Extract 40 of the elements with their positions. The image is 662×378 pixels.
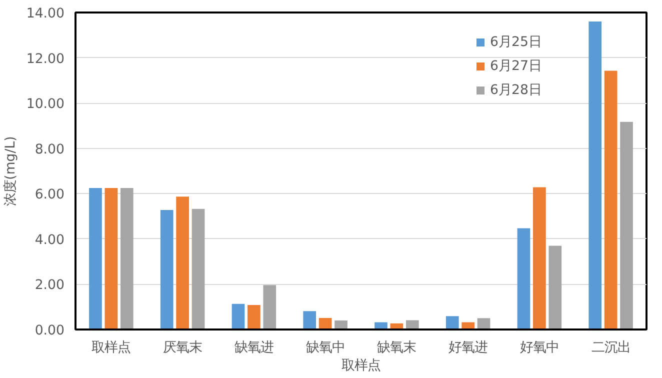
x-tick-label: 缺氧末 bbox=[377, 340, 416, 356]
y-tick-label: 14.00 bbox=[26, 6, 64, 22]
bar bbox=[604, 70, 618, 330]
bar bbox=[263, 285, 276, 330]
y-axis-title: 浓度(mg/L) bbox=[2, 136, 18, 206]
bar bbox=[406, 320, 419, 330]
bar bbox=[477, 318, 490, 330]
bar bbox=[303, 311, 316, 330]
x-tick-label: 好氧中 bbox=[520, 340, 559, 356]
legend-label: 6月27日 bbox=[490, 58, 542, 75]
legend-label: 6月25日 bbox=[490, 34, 542, 51]
bar bbox=[120, 188, 134, 330]
bar bbox=[517, 228, 530, 330]
y-tick-label: 4.00 bbox=[34, 232, 65, 248]
bar bbox=[160, 210, 174, 330]
bar bbox=[533, 187, 546, 330]
y-tick-label: 0.00 bbox=[34, 324, 65, 338]
x-tick-label: 取样点 bbox=[92, 340, 131, 356]
y-tick-label: 8.00 bbox=[34, 142, 65, 158]
bar bbox=[588, 22, 602, 330]
bar bbox=[192, 208, 205, 330]
y-tick-label: 6.00 bbox=[34, 188, 65, 203]
bar bbox=[104, 188, 118, 330]
x-axis-title: 取样点 bbox=[342, 358, 380, 374]
x-tick-label: 好氧进 bbox=[448, 340, 488, 356]
y-tick-label: 12.00 bbox=[26, 52, 64, 67]
bar bbox=[176, 196, 189, 330]
x-tick-label: 缺氧中 bbox=[306, 340, 345, 356]
bar bbox=[548, 246, 562, 330]
y-tick-label: 2.00 bbox=[34, 278, 65, 294]
bar bbox=[248, 305, 260, 330]
bar bbox=[620, 122, 633, 330]
x-tick-label: 缺氧进 bbox=[234, 340, 274, 356]
bar bbox=[446, 316, 459, 330]
bar bbox=[89, 188, 102, 330]
bar bbox=[232, 304, 245, 330]
x-tick-label: 厌氧末 bbox=[163, 340, 202, 356]
legend-label: 6月28日 bbox=[490, 82, 542, 99]
x-tick-label: 二沉出 bbox=[591, 340, 630, 356]
y-tick-label: 10.00 bbox=[26, 97, 64, 112]
